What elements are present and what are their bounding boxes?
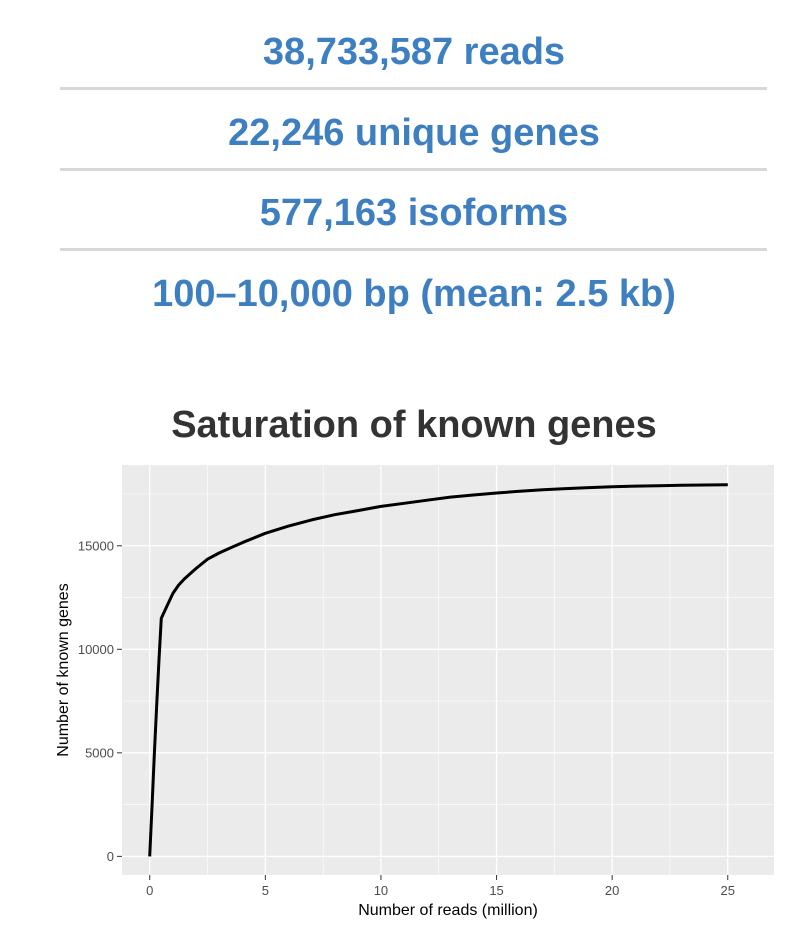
y-tick-label: 0	[107, 849, 114, 864]
chart-title: Saturation of known genes	[171, 404, 657, 446]
y-axis-label: Number of known genes	[55, 583, 72, 756]
x-tick-label: 25	[721, 883, 735, 898]
y-tick-label: 10000	[78, 642, 114, 657]
x-tick-label: 20	[605, 883, 619, 898]
x-tick-label: 0	[146, 883, 153, 898]
y-tick-label: 5000	[85, 745, 114, 760]
y-tick-label: 15000	[78, 538, 114, 553]
isoforms-count: 577,163 isoforms	[259, 192, 569, 234]
divider	[60, 168, 767, 171]
x-tick-label: 10	[374, 883, 388, 898]
divider	[60, 87, 767, 90]
x-tick-label: 15	[489, 883, 503, 898]
x-tick-label: 5	[262, 883, 269, 898]
reads-count: 38,733,587 reads	[262, 31, 566, 73]
x-axis-label: Number of reads (million)	[358, 902, 538, 919]
unique-genes-count: 22,246 unique genes	[228, 112, 600, 154]
divider	[60, 248, 767, 251]
plot-panel	[122, 465, 774, 875]
series-line	[148, 483, 728, 857]
length-range: 100–10,000 bp (mean: 2.5 kb)	[152, 273, 676, 315]
axis-ticks: 0 5 10 15 20 25 0 5000 10000 15000	[78, 538, 735, 898]
